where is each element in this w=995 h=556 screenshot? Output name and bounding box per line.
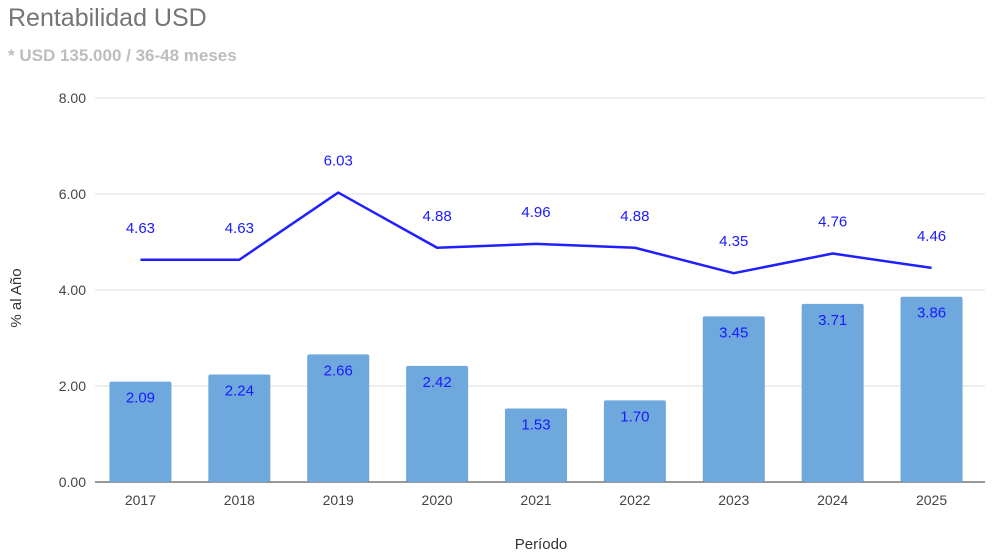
x-tick-label: 2019 bbox=[323, 492, 354, 508]
x-tick-label: 2017 bbox=[125, 492, 156, 508]
line-data-label: 4.88 bbox=[620, 208, 649, 225]
line-data-label: 4.88 bbox=[423, 208, 452, 225]
line-data-label: 4.96 bbox=[521, 204, 550, 221]
bar-data-label: 2.42 bbox=[423, 374, 452, 391]
bar bbox=[801, 303, 864, 482]
bar bbox=[900, 296, 963, 482]
bar-data-label: 1.70 bbox=[620, 408, 649, 425]
bar-data-label: 3.45 bbox=[719, 324, 748, 341]
chart-title: Rentabilidad USD bbox=[8, 4, 207, 32]
bar bbox=[109, 381, 172, 482]
y-tick-label: 4.00 bbox=[59, 282, 86, 298]
y-tick-label: 2.00 bbox=[59, 378, 86, 394]
bar bbox=[505, 408, 567, 482]
x-tick-label: 2022 bbox=[619, 492, 650, 508]
chart-subtitle: * USD 135.000 / 36-48 meses bbox=[8, 46, 237, 65]
bar-data-label: 2.24 bbox=[225, 382, 254, 399]
x-axis-title: Período bbox=[515, 536, 568, 553]
x-tick-label: 2023 bbox=[718, 492, 749, 508]
x-tick-label: 2021 bbox=[520, 492, 551, 508]
bar-data-label: 2.66 bbox=[324, 362, 353, 379]
bar-data-label: 3.71 bbox=[818, 312, 847, 329]
y-tick-label: 8.00 bbox=[59, 90, 86, 106]
line-data-label: 4.76 bbox=[818, 214, 847, 231]
line-data-label: 4.63 bbox=[126, 220, 155, 237]
bar-data-label: 1.53 bbox=[521, 417, 550, 434]
y-tick-label: 0.00 bbox=[59, 474, 86, 490]
bar bbox=[702, 316, 765, 482]
line-series bbox=[140, 191, 932, 275]
bar bbox=[603, 400, 666, 482]
bar bbox=[208, 374, 271, 482]
y-tick-label: 6.00 bbox=[59, 186, 86, 202]
x-tick-label: 2024 bbox=[817, 492, 848, 508]
x-tick-label: 2025 bbox=[916, 492, 947, 508]
bar bbox=[307, 354, 370, 482]
y-axis-title: % al Año bbox=[8, 268, 25, 327]
line-data-label: 4.46 bbox=[917, 228, 946, 245]
bar bbox=[406, 365, 469, 482]
bar-data-label: 3.86 bbox=[917, 305, 946, 322]
x-tick-label: 2020 bbox=[422, 492, 453, 508]
x-tick-label: 2018 bbox=[224, 492, 255, 508]
line-data-label: 4.35 bbox=[719, 233, 748, 250]
line-data-label: 4.63 bbox=[225, 220, 254, 237]
bar-data-label: 2.09 bbox=[126, 390, 155, 407]
line-data-label: 6.03 bbox=[324, 153, 353, 170]
